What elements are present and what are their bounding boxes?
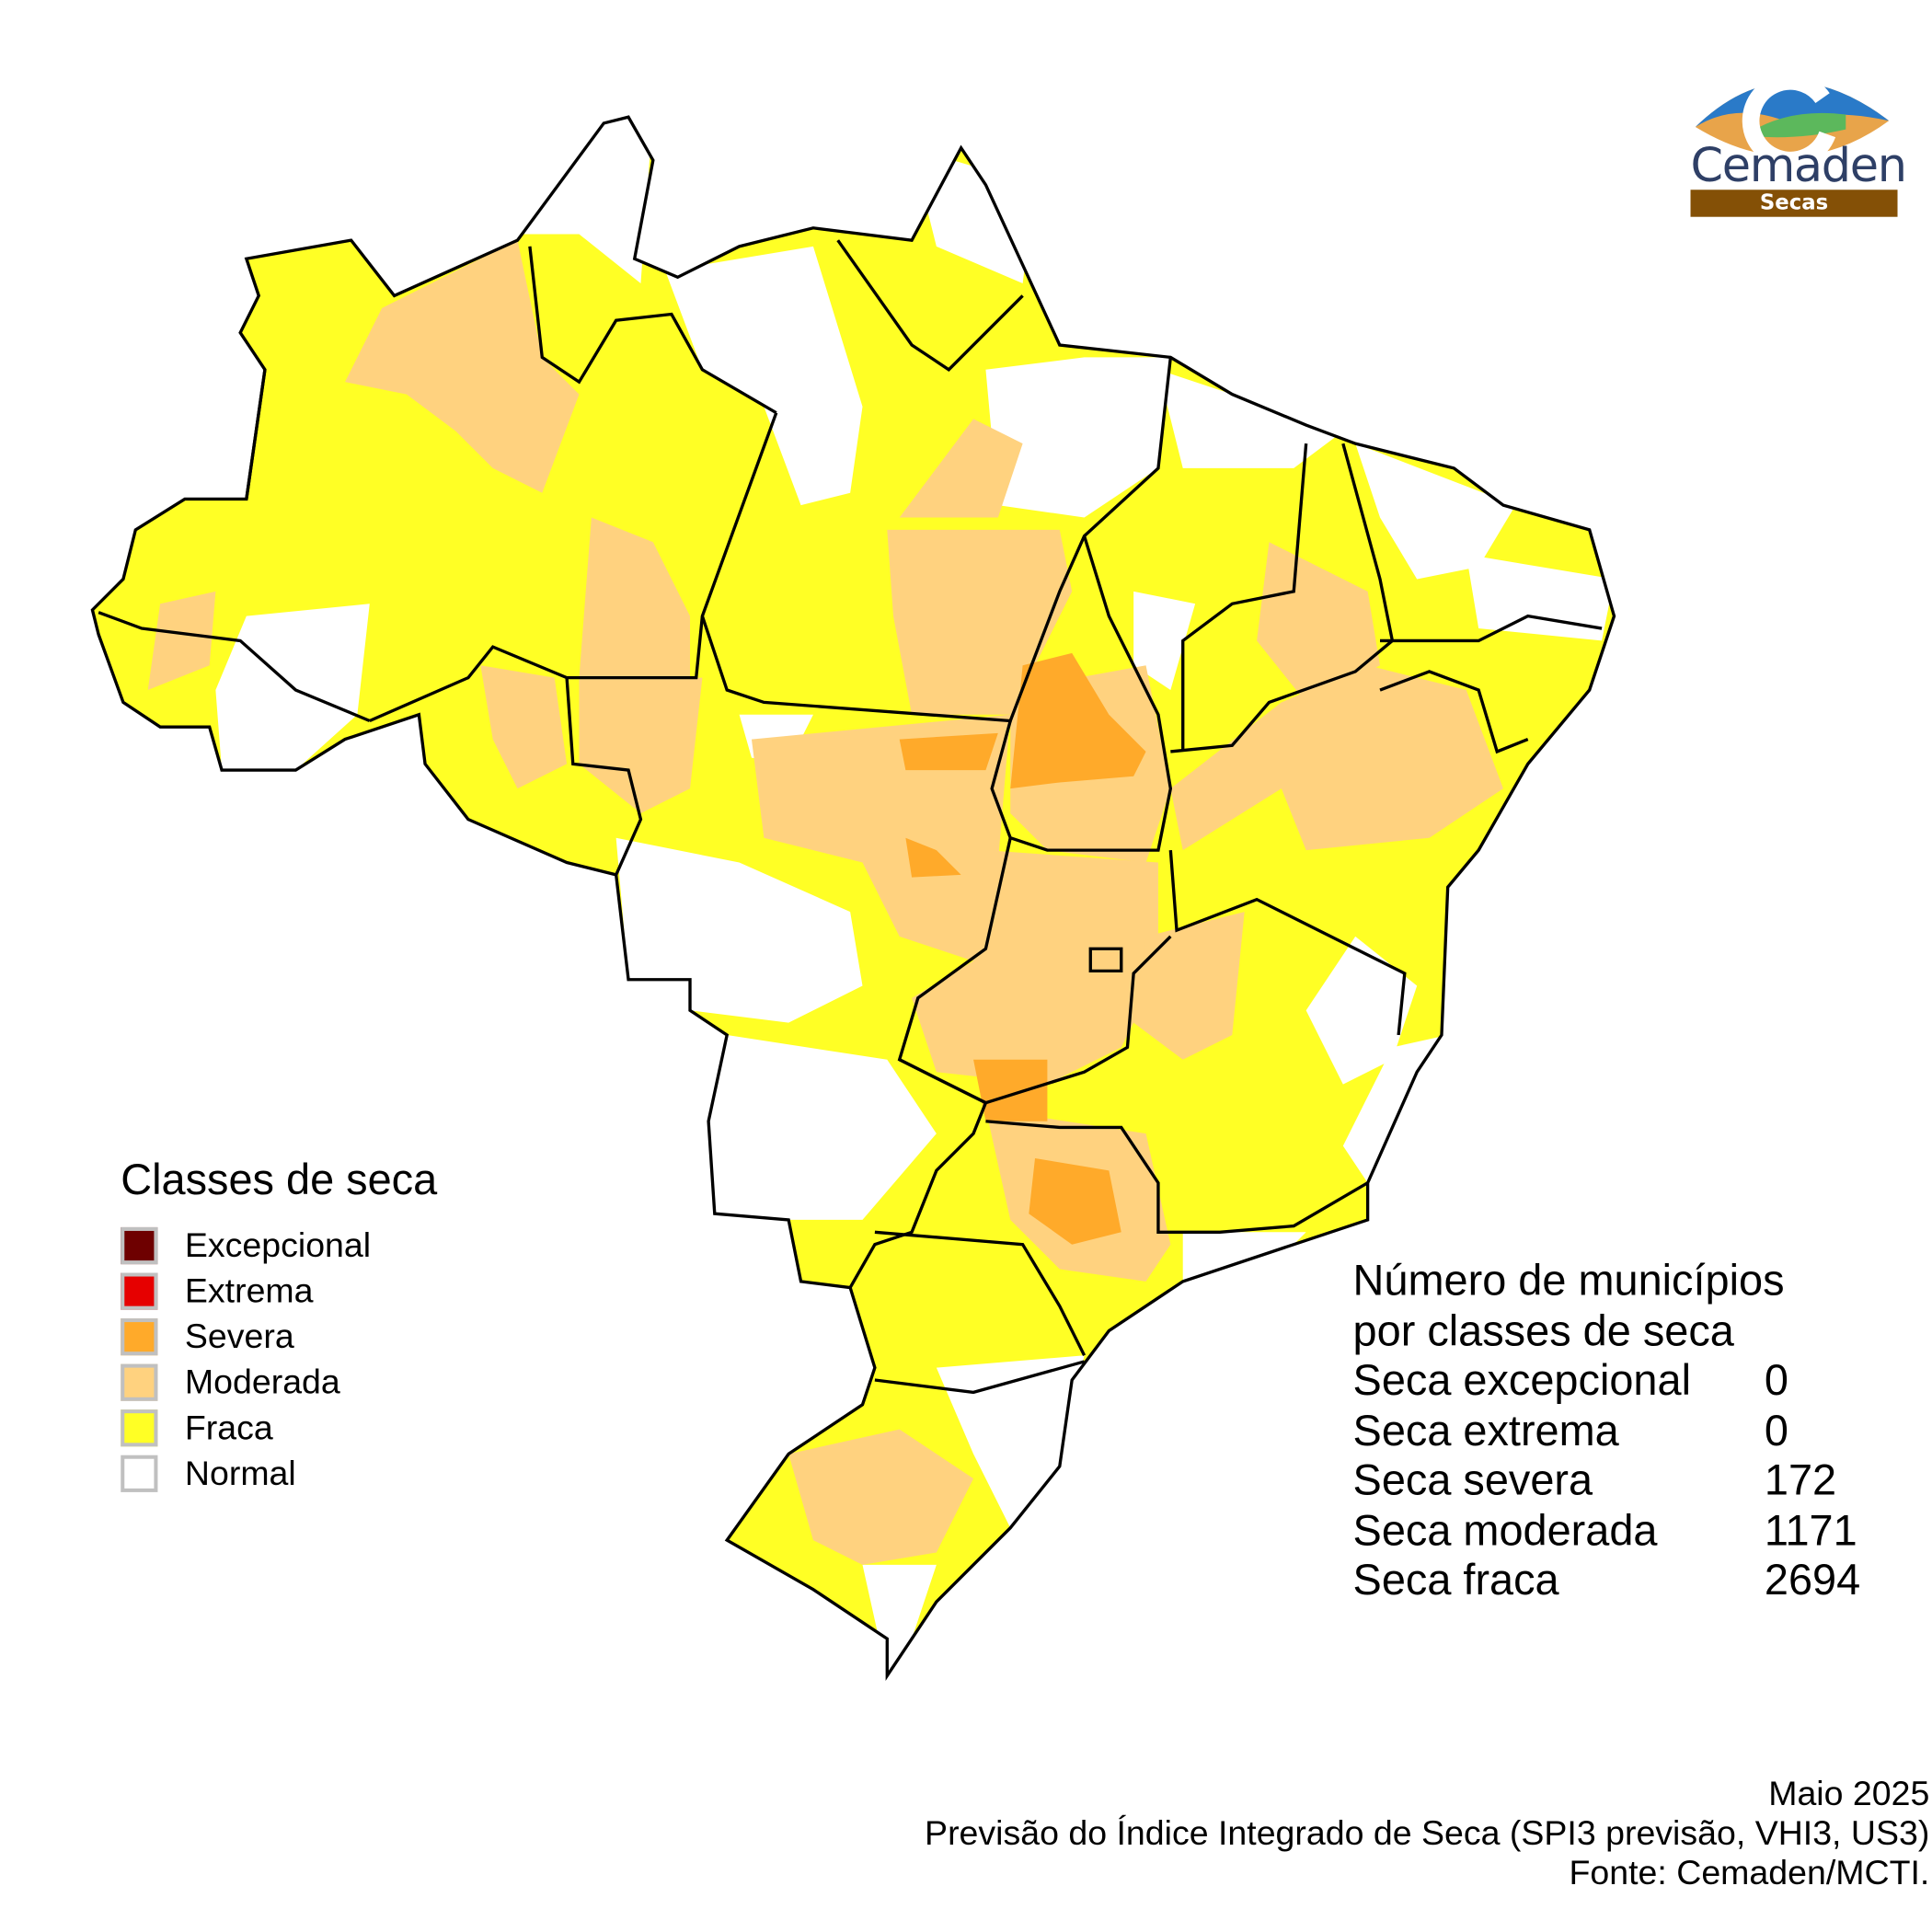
- stats-value: 172: [1764, 1456, 1837, 1505]
- swatch: [121, 1271, 158, 1310]
- stats-label: Seca extrema: [1352, 1406, 1619, 1455]
- stats-row: Seca extrema 0: [1353, 1407, 1861, 1456]
- legend-item-normal: Normal: [121, 1450, 437, 1496]
- legend: Classes de seca Excepcional Extrema Seve…: [121, 1156, 437, 1496]
- legend-label: Excepcional: [184, 1225, 372, 1264]
- legend-item-fraca: Fraca: [121, 1405, 437, 1451]
- stats-value: 2694: [1764, 1556, 1861, 1604]
- stats-row: Seca excepcional 0: [1353, 1357, 1861, 1407]
- swatch: [121, 1363, 158, 1401]
- stats-label: Seca fraca: [1352, 1556, 1559, 1604]
- stats-title-line2: por classes de seca: [1352, 1306, 1734, 1355]
- cemaden-logo-eye-icon: [1695, 73, 1890, 169]
- swatch: [121, 1455, 158, 1492]
- logo-name: Cemaden: [1690, 138, 1907, 192]
- swatch: [121, 1226, 158, 1264]
- legend-item-severa: Severa: [121, 1314, 437, 1360]
- footer-source: Fonte: Cemaden/MCTI.: [1569, 1853, 1930, 1892]
- stats-label: Seca severa: [1352, 1456, 1593, 1505]
- legend-item-moderada: Moderada: [121, 1359, 437, 1405]
- municipality-stats: Número de municípios por classes de seca…: [1353, 1257, 1861, 1606]
- stats-row: Seca moderada 1171: [1353, 1506, 1861, 1556]
- legend-label: Extrema: [184, 1271, 314, 1310]
- legend-title: Classes de seca: [121, 1156, 438, 1204]
- state-borders: [90, 115, 1616, 1678]
- stats-row: Seca fraca 2694: [1353, 1557, 1861, 1606]
- footer: Maio 2025 Previsão do Índice Integrado d…: [925, 1775, 1929, 1893]
- legend-item-extrema: Extrema: [121, 1268, 437, 1314]
- swatch: [121, 1409, 158, 1446]
- legend-label: Fraca: [184, 1408, 273, 1446]
- swatch: [121, 1317, 158, 1355]
- severa-regions: [899, 652, 1146, 1245]
- legend-label: Severa: [184, 1317, 294, 1355]
- stats-label: Seca moderada: [1352, 1506, 1658, 1555]
- stats-row: Seca severa 172: [1353, 1456, 1861, 1506]
- stats-value: 1171: [1764, 1506, 1857, 1555]
- footer-date: Maio 2025: [1768, 1774, 1930, 1813]
- stats-title-line1: Número de municípios: [1352, 1257, 1785, 1305]
- stats-value: 0: [1764, 1406, 1788, 1455]
- stats-value: 0: [1764, 1356, 1788, 1405]
- logo-subtitle: Secas: [1690, 190, 1898, 217]
- legend-label: Normal: [184, 1453, 296, 1492]
- footer-title: Previsão do Índice Integrado de Seca (SP…: [925, 1813, 1930, 1852]
- legend-item-excepcional: Excepcional: [121, 1223, 437, 1269]
- moderada-regions: [147, 240, 1503, 1565]
- legend-label: Moderada: [184, 1362, 340, 1401]
- stats-label: Seca excepcional: [1352, 1356, 1691, 1405]
